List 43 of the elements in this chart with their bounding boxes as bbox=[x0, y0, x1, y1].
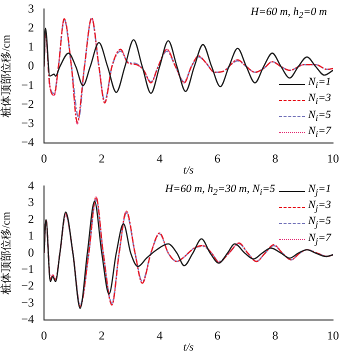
legend-label: N$_{i}$=1 bbox=[308, 76, 331, 92]
legend-label: N$_{j}$=1 bbox=[308, 183, 331, 200]
legend-label: N$_{j}$=7 bbox=[308, 232, 331, 248]
y-tick-label: 3 bbox=[28, 195, 34, 210]
x-tick-label: 6 bbox=[214, 151, 220, 166]
y-tick-label: 2 bbox=[28, 212, 34, 226]
x-tick-label: 8 bbox=[272, 328, 278, 342]
y-tick-label: 4 bbox=[28, 178, 34, 192]
y-tick-label: −3 bbox=[21, 295, 34, 310]
legend-label: N$_{j}$=5 bbox=[308, 215, 331, 232]
y-tick-label: −3 bbox=[21, 116, 34, 130]
x-tick-label: 0 bbox=[41, 151, 47, 166]
y-tick-label: 3 bbox=[28, 1, 34, 16]
y-tick-label: 1 bbox=[28, 228, 34, 243]
y-tick-label: 0 bbox=[28, 245, 34, 260]
legend-label: N$_{i}$=3 bbox=[308, 92, 331, 109]
x-tick-label: 0 bbox=[41, 328, 47, 342]
annotation: H=60 m, h$_{2}$=30 m, N$_{i}$=5 bbox=[165, 183, 276, 198]
x-tick-label: 8 bbox=[272, 151, 278, 166]
y-tick-label: 2 bbox=[28, 20, 34, 34]
y-axis-title: 桩体顶部位移/cm bbox=[0, 211, 12, 296]
x-tick-label: 4 bbox=[156, 151, 163, 166]
y-tick-label: −1 bbox=[21, 262, 34, 276]
y-tick-label: −2 bbox=[21, 278, 34, 293]
y-tick-label: −4 bbox=[21, 312, 34, 326]
y-tick-label: 0 bbox=[28, 58, 34, 73]
legend-label: N$_{i}$=7 bbox=[308, 124, 331, 141]
legend-label: N$_{j}$=3 bbox=[308, 199, 331, 216]
y-tick-label: −1 bbox=[21, 78, 34, 92]
x-tick-label: 4 bbox=[156, 328, 163, 342]
y-axis-title: 桩体顶部位移/cm bbox=[0, 34, 12, 118]
legend-label: N$_{i}$=5 bbox=[308, 108, 331, 125]
x-tick-label: 10 bbox=[327, 151, 339, 166]
y-tick-label: −2 bbox=[21, 96, 34, 111]
y-tick-label: 1 bbox=[28, 40, 34, 54]
x-axis-title: t/s bbox=[183, 341, 194, 354]
x-tick-label: 10 bbox=[327, 328, 339, 342]
x-axis-title: t/s bbox=[183, 164, 194, 176]
x-tick-label: 6 bbox=[214, 328, 220, 342]
x-tick-label: 2 bbox=[98, 328, 105, 342]
y-tick-label: −4 bbox=[21, 135, 34, 150]
x-tick-label: 2 bbox=[98, 151, 105, 166]
annotation: H=60 m, h$_{2}$=0 m bbox=[250, 6, 327, 20]
